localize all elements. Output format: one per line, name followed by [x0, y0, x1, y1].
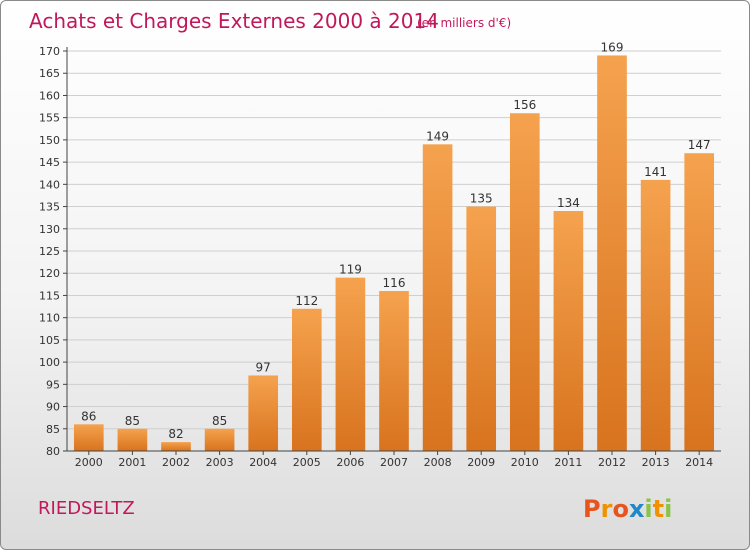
data-label: 116 [383, 276, 406, 290]
x-tick-label: 2010 [511, 456, 539, 469]
axes: 80 85 90 95 100 105 110 115 120 125 130 135 140 145 15… [39, 45, 721, 469]
logo-letter: o [612, 495, 629, 523]
x-tick-label: 2011 [554, 456, 582, 469]
bar [553, 211, 584, 451]
bar [466, 206, 497, 451]
y-tick-label: 140 [39, 178, 60, 191]
x-tick-label: 2003 [206, 456, 234, 469]
y-tick-label: 160 [39, 89, 60, 102]
x-tick-label: 2012 [598, 456, 626, 469]
logo-letter: r [601, 495, 613, 523]
x-tick-label: 2005 [293, 456, 321, 469]
data-label: 82 [168, 427, 183, 441]
bar [248, 375, 279, 451]
data-label: 119 [339, 263, 362, 277]
data-label: 169 [601, 40, 624, 54]
y-tick-label: 95 [46, 378, 60, 391]
data-label: 135 [470, 192, 493, 206]
bar [161, 442, 191, 451]
data-label: 86 [81, 409, 96, 423]
bar [422, 144, 453, 452]
y-tick-label: 145 [39, 156, 60, 169]
data-label: 134 [557, 196, 580, 210]
y-tick-label: 170 [39, 45, 60, 58]
bar [335, 277, 366, 451]
logo-letter: x [629, 495, 645, 523]
place-name: RIEDSELTZ [38, 498, 135, 519]
bar [509, 113, 540, 451]
y-tick-label: 165 [39, 67, 60, 80]
y-tick-label: 90 [46, 401, 60, 414]
logo-letter: t [653, 495, 664, 523]
x-tick-label: 2006 [336, 456, 364, 469]
data-label: 97 [256, 360, 271, 374]
y-tick-label: 105 [39, 334, 60, 347]
y-tick-label: 115 [39, 289, 60, 302]
x-tick-label: 2002 [162, 456, 190, 469]
data-label: 156 [513, 98, 536, 112]
bars-group: 86 85 82 85 97 112 119 116 149 135 156 134 169 141 147 [73, 40, 715, 452]
y-tick-label: 130 [39, 223, 60, 236]
proxiti-logo: Proxiti [583, 495, 672, 523]
data-label: 112 [295, 294, 318, 308]
logo-letter: i [644, 495, 652, 523]
bar [117, 428, 148, 451]
bar [204, 428, 235, 451]
bar [379, 291, 409, 451]
bar [597, 55, 627, 451]
y-tick-label: 85 [46, 423, 60, 436]
bar [684, 153, 715, 451]
chart-title: Achats et Charges Externes 2000 à 2014 [29, 9, 439, 33]
x-tick-label: 2000 [75, 456, 103, 469]
data-label: 85 [125, 414, 140, 428]
x-tick-label: 2008 [424, 456, 452, 469]
y-tick-label: 150 [39, 134, 60, 147]
y-tick-label: 135 [39, 201, 60, 214]
chart-subtitle: (en milliers d'€) [417, 16, 511, 30]
data-label: 147 [688, 138, 711, 152]
y-tick-label: 155 [39, 112, 60, 125]
data-label: 141 [644, 165, 667, 179]
x-tick-label: 2014 [685, 456, 713, 469]
bar [73, 424, 104, 451]
bar [640, 179, 671, 451]
x-tick-label: 2013 [642, 456, 670, 469]
x-tick-label: 2001 [118, 456, 146, 469]
y-tick-label: 120 [39, 267, 60, 280]
data-label: 85 [212, 414, 227, 428]
logo-letter: i [664, 495, 672, 523]
y-tick-label: 125 [39, 245, 60, 258]
x-tick-label: 2004 [249, 456, 277, 469]
y-tick-label: 100 [39, 356, 60, 369]
data-label: 149 [426, 129, 449, 143]
x-tick-label: 2007 [380, 456, 408, 469]
bar [291, 308, 322, 451]
y-tick-label: 110 [39, 312, 60, 325]
logo-letter: P [583, 495, 601, 523]
y-tick-label: 80 [46, 445, 60, 458]
x-tick-label: 2009 [467, 456, 495, 469]
